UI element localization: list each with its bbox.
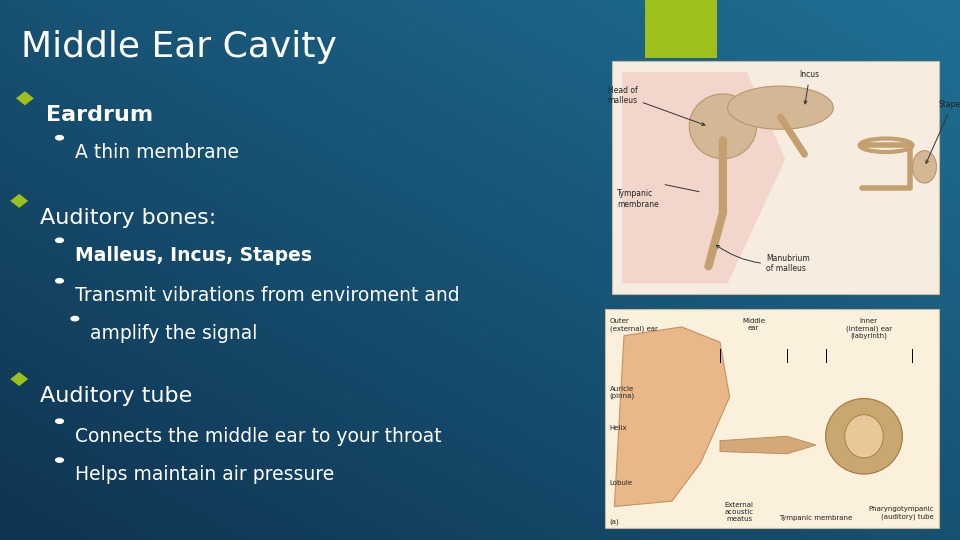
- Text: Tympanic
membrane: Tympanic membrane: [617, 190, 659, 209]
- Text: Middle
ear: Middle ear: [742, 318, 765, 331]
- Polygon shape: [614, 327, 730, 507]
- Text: Head of
malleus: Head of malleus: [608, 86, 705, 125]
- Circle shape: [56, 419, 63, 423]
- Text: Auricle
(pinna): Auricle (pinna): [610, 386, 635, 400]
- Text: Transmit vibrations from enviroment and: Transmit vibrations from enviroment and: [75, 286, 460, 305]
- Text: (a): (a): [610, 519, 619, 525]
- Text: Tympanic membrane: Tympanic membrane: [780, 515, 852, 521]
- Text: External
acoustic
meatus: External acoustic meatus: [725, 502, 754, 522]
- Circle shape: [56, 136, 63, 140]
- Polygon shape: [622, 72, 785, 284]
- Text: Eardrum: Eardrum: [46, 105, 154, 125]
- Text: A thin membrane: A thin membrane: [75, 143, 239, 162]
- FancyBboxPatch shape: [612, 61, 939, 294]
- FancyBboxPatch shape: [645, 0, 717, 58]
- Text: Inner
(internal) ear
(labyrinth): Inner (internal) ear (labyrinth): [846, 318, 892, 339]
- Ellipse shape: [728, 86, 833, 129]
- Circle shape: [56, 279, 63, 283]
- Text: Auditory bones:: Auditory bones:: [40, 208, 217, 228]
- Polygon shape: [11, 372, 28, 386]
- Text: amplify the signal: amplify the signal: [90, 324, 257, 343]
- Circle shape: [56, 458, 63, 462]
- Polygon shape: [11, 194, 28, 208]
- Polygon shape: [16, 91, 34, 105]
- Text: Outer
(external) ear: Outer (external) ear: [610, 318, 658, 332]
- Circle shape: [56, 238, 63, 242]
- Ellipse shape: [912, 151, 937, 183]
- Text: Malleus, Incus, Stapes: Malleus, Incus, Stapes: [75, 246, 312, 265]
- Text: Helps maintain air pressure: Helps maintain air pressure: [75, 465, 334, 484]
- Text: Connects the middle ear to your throat: Connects the middle ear to your throat: [75, 427, 442, 446]
- Ellipse shape: [845, 415, 883, 458]
- Ellipse shape: [689, 94, 756, 159]
- Text: Middle Ear Cavity: Middle Ear Cavity: [21, 30, 337, 64]
- Text: Helix: Helix: [610, 426, 627, 431]
- Ellipse shape: [826, 399, 902, 474]
- Text: Lobule: Lobule: [610, 480, 633, 486]
- Circle shape: [71, 316, 79, 321]
- Text: Pharyngotympanic
(auditory) tube: Pharyngotympanic (auditory) tube: [869, 507, 934, 519]
- FancyBboxPatch shape: [605, 309, 939, 528]
- Polygon shape: [720, 436, 816, 454]
- Text: Incus: Incus: [800, 70, 820, 104]
- Text: Auditory tube: Auditory tube: [40, 386, 193, 406]
- Text: Manubrium
of malleus: Manubrium of malleus: [716, 245, 810, 273]
- Text: Stapes: Stapes: [925, 100, 960, 163]
